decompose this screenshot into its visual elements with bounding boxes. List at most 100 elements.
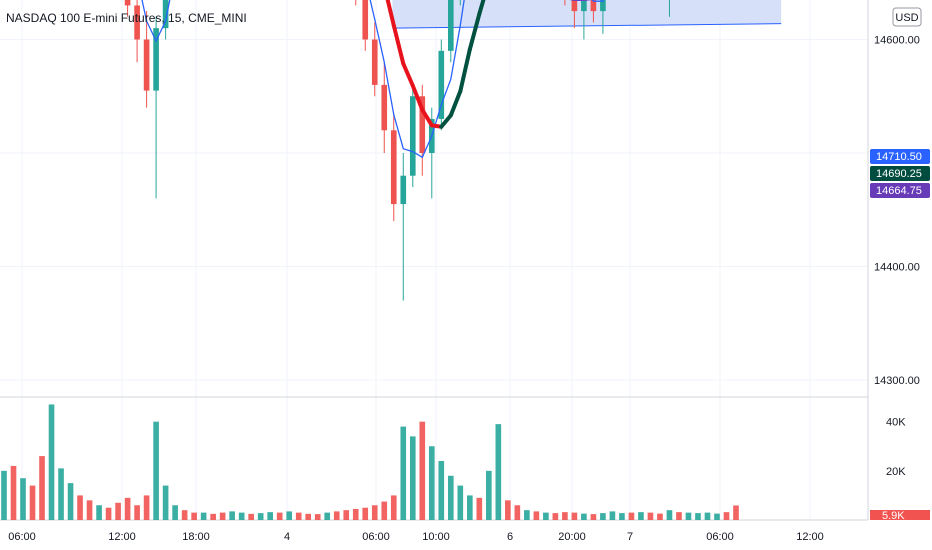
candle-body — [381, 84, 388, 131]
volume-bar — [257, 513, 264, 520]
candle-body — [581, 0, 587, 12]
candle-body — [143, 39, 150, 91]
symbol-title[interactable]: NASDAQ 100 E-mini Futures, 15, CME_MINI — [6, 11, 247, 25]
volume-bar — [581, 513, 587, 520]
volume-bar — [486, 470, 492, 520]
volume-bar — [48, 404, 55, 520]
price-tick-label: 14300.00 — [874, 375, 920, 387]
volume-bar — [543, 512, 549, 520]
time-tick-label: 20:00 — [558, 531, 586, 543]
volume-bar — [143, 495, 150, 520]
volume-bar — [533, 511, 540, 520]
volume-bar — [343, 510, 350, 520]
price-tick-label: 14400.00 — [874, 262, 920, 274]
volume-bar — [39, 456, 45, 520]
volume-bar — [457, 485, 464, 520]
volume-bar — [86, 500, 93, 520]
volume-bar — [704, 512, 711, 520]
volume-bar — [96, 505, 102, 520]
channel-lower-line[interactable] — [392, 23, 782, 29]
volume-bar — [676, 512, 682, 520]
volume-bar — [495, 424, 502, 520]
volume-bar — [305, 513, 312, 520]
volume-bar — [134, 505, 140, 520]
ma-trend-segment — [467, 11, 482, 52]
price-tag-bg — [870, 149, 930, 164]
time-tick-label: 10:00 — [422, 531, 450, 543]
volume-bar — [428, 446, 435, 520]
volume-bar — [733, 505, 739, 520]
volume-bar — [67, 483, 74, 520]
ma-trend-segment — [477, 0, 486, 16]
volume-bar — [390, 495, 397, 520]
volume-bar — [409, 436, 416, 520]
candle-body — [390, 130, 397, 205]
volume-bar — [657, 513, 663, 520]
volume-bar — [371, 505, 378, 520]
candle-body — [419, 96, 426, 153]
volume-bar — [505, 500, 511, 520]
price-tag-label: 14664.75 — [876, 185, 922, 197]
price-tick-label: 14600.00 — [874, 35, 920, 47]
volume-bar — [314, 514, 321, 520]
volume-bar — [295, 512, 302, 520]
volume-bar — [238, 512, 245, 520]
volume-bar — [647, 512, 654, 520]
time-tick-label: 18:00 — [182, 531, 210, 543]
volume-bar — [20, 478, 26, 520]
volume-bar — [723, 512, 730, 520]
volume-bar — [191, 512, 197, 520]
time-axis[interactable]: 06:00 12:00 18:00 4 06:00 10:00 6 20:00 7 06:00 12… — [8, 531, 824, 543]
volume-bar — [77, 495, 83, 520]
volume-bar — [695, 513, 701, 520]
volume-bar — [381, 501, 388, 520]
volume-bar — [324, 512, 331, 520]
ma-trend-segment — [410, 83, 425, 112]
volume-bar — [333, 511, 340, 520]
volume-bar — [600, 513, 606, 520]
volume-bar — [666, 510, 673, 520]
volume-bar — [352, 508, 359, 520]
ma-trend-segment — [448, 89, 463, 118]
currency-button-frame — [892, 7, 922, 27]
candle-body — [124, 0, 131, 6]
volume-bar — [362, 507, 369, 520]
ma-trend-segment — [401, 61, 415, 88]
volume-bar — [153, 421, 159, 520]
time-tick-label: 06:00 — [8, 531, 36, 543]
currency-label: USD — [895, 12, 918, 24]
volume-bar — [286, 511, 293, 520]
candle-body — [409, 96, 416, 176]
volume-bar — [181, 510, 188, 520]
time-tick-label: 06:00 — [706, 531, 734, 543]
volume-tag-bg — [870, 510, 930, 520]
volume-bar — [628, 512, 635, 520]
price-tag-label: 14690.25 — [876, 168, 922, 180]
candle-body — [362, 0, 369, 40]
volume-bar — [514, 505, 521, 520]
volume-bar — [619, 513, 625, 520]
volume-bar — [58, 468, 64, 520]
volume-tag-label: 5.9K — [882, 510, 905, 522]
time-tick-label: 12:00 — [108, 531, 136, 543]
time-tick-label: 12:00 — [796, 531, 824, 543]
ma-trend-segment — [439, 113, 453, 129]
currency-button[interactable]: USD — [892, 7, 922, 27]
price-tag-bg — [870, 166, 930, 181]
price-tag-label: 14710.50 — [876, 151, 922, 163]
moving-averages — [141, 0, 605, 159]
volume-bar — [447, 475, 454, 520]
volume-bar — [638, 512, 644, 520]
candle-body — [590, 0, 597, 12]
candle-body — [600, 0, 606, 12]
time-tick-label: 7 — [627, 531, 633, 543]
parallel-channel[interactable] — [0, 0, 868, 29]
volume-bar — [476, 497, 483, 520]
volume-bar — [571, 512, 578, 520]
time-tick-label: 4 — [284, 531, 290, 543]
volume-bars — [1, 404, 739, 520]
volume-bar — [10, 465, 17, 520]
